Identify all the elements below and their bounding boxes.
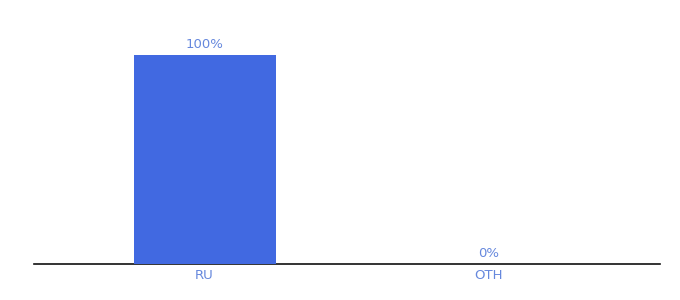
Bar: [133, 55, 275, 264]
Text: 100%: 100%: [186, 38, 224, 51]
Text: 0%: 0%: [479, 247, 500, 260]
